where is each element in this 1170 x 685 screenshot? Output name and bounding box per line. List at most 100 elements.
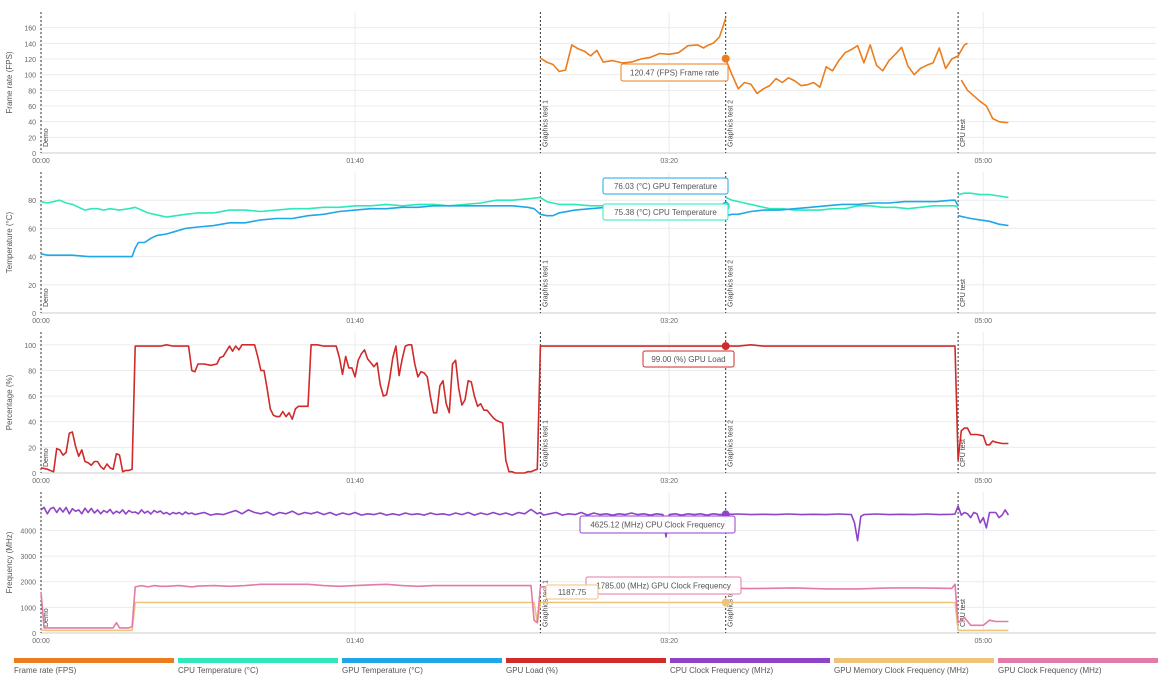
legend-label: GPU Memory Clock Frequency (MHz): [834, 666, 969, 675]
y-tick-label: 4000: [20, 528, 36, 535]
tooltip-text: 99.00 (%) GPU Load: [651, 355, 725, 364]
tooltip-text: 120.47 (FPS) Frame rate: [630, 69, 719, 78]
tooltip-text: 1785.00 (MHz) GPU Clock Frequency: [596, 582, 731, 591]
y-tick-label: 20: [28, 283, 36, 290]
legend-item[interactable]: CPU Clock Frequency (MHz): [670, 654, 830, 684]
legend-swatch: [342, 658, 502, 663]
x-tick-label: 00:00: [32, 318, 50, 325]
x-tick-label: 05:00: [974, 638, 992, 645]
legend-item[interactable]: CPU Temperature (°C): [178, 654, 338, 684]
tooltip-point: [721, 598, 730, 607]
x-tick-label: 01:40: [346, 158, 364, 165]
test-marker-label: Graphics test 1: [542, 420, 549, 467]
test-marker-label: Graphics test 1: [542, 580, 549, 627]
y-tick-label: 60: [28, 104, 36, 111]
test-marker-label: CPU test: [960, 439, 967, 467]
y-axis-label: Temperature (°C): [5, 211, 14, 273]
test-marker-label: Graphics test 1: [542, 260, 549, 307]
x-tick-label: 03:20: [660, 478, 678, 485]
x-tick-label: 00:00: [32, 638, 50, 645]
tooltip-point: [721, 342, 730, 351]
tooltip-text: 4625.12 (MHz) CPU Clock Frequency: [590, 521, 724, 530]
y-tick-label: 80: [28, 198, 36, 205]
y-tick-label: 2000: [20, 580, 36, 587]
y-tick-label: 120: [24, 57, 36, 64]
x-tick-label: 05:00: [974, 318, 992, 325]
legend-swatch: [998, 658, 1158, 663]
legend-item[interactable]: Frame rate (FPS): [14, 654, 174, 684]
chart-panel-2: 0 20 40 60 80 00:00 01:40 03:20 05:00 Temperature…: [5, 172, 1156, 325]
test-marker-label: Demo: [43, 128, 50, 147]
y-tick-label: 40: [28, 255, 36, 262]
y-tick-label: 0: [32, 471, 36, 478]
x-tick-label: 00:00: [32, 158, 50, 165]
legend-label: Frame rate (FPS): [14, 666, 77, 675]
test-marker-label: Graphics test 1: [542, 100, 549, 147]
test-marker-label: Demo: [43, 448, 50, 467]
legend-item[interactable]: GPU Clock Frequency (MHz): [998, 654, 1158, 684]
tooltip-box: [579, 515, 736, 534]
y-tick-label: 140: [24, 41, 36, 48]
legend-swatch: [14, 658, 174, 663]
y-tick-label: 80: [28, 368, 36, 375]
chart-legend: Frame rate (FPS) CPU Temperature (°C) GPU …: [0, 654, 1170, 685]
legend-label: GPU Temperature (°C): [342, 666, 423, 675]
y-axis-label: Frequency (MHz): [5, 531, 14, 593]
test-marker-label: Graphics test 2: [728, 100, 735, 147]
y-tick-label: 40: [28, 420, 36, 427]
series-line: [40, 192, 1009, 218]
x-tick-label: 05:00: [974, 478, 992, 485]
x-tick-label: 01:40: [346, 318, 364, 325]
test-marker-label: CPU test: [960, 279, 967, 307]
y-tick-label: 3000: [20, 554, 36, 561]
tooltip-text: 75.38 (°C) CPU Temperature: [614, 208, 717, 217]
legend-item[interactable]: GPU Load (%): [506, 654, 666, 684]
test-marker-label: Demo: [43, 608, 50, 627]
legend-item[interactable]: GPU Temperature (°C): [342, 654, 502, 684]
x-tick-label: 01:40: [346, 638, 364, 645]
legend-swatch: [834, 658, 994, 663]
series-line: [40, 505, 1010, 542]
y-tick-label: 20: [28, 445, 36, 452]
y-axis-label: Frame rate (FPS): [5, 51, 14, 114]
x-tick-label: 03:20: [660, 638, 678, 645]
test-marker-label: Graphics test 2: [728, 260, 735, 307]
legend-label: GPU Clock Frequency (MHz): [998, 666, 1102, 675]
x-tick-label: 03:20: [660, 318, 678, 325]
tooltip-text: 1187.75: [558, 588, 587, 597]
legend-swatch: [506, 658, 666, 663]
legend-item[interactable]: GPU Memory Clock Frequency (MHz): [834, 654, 994, 684]
test-marker-label: Graphics test 2: [728, 420, 735, 467]
test-marker-label: CPU test: [960, 119, 967, 147]
series-line: [40, 199, 1009, 258]
series-line: [539, 18, 1009, 124]
x-tick-label: 01:40: [346, 478, 364, 485]
y-tick-label: 60: [28, 394, 36, 401]
tooltip-box: [642, 350, 735, 368]
y-tick-label: 0: [32, 151, 36, 158]
test-marker-label: Demo: [43, 288, 50, 307]
legend-swatch: [178, 658, 338, 663]
test-marker-label: Graphics test 2: [728, 580, 735, 627]
legend-label: GPU Load (%): [506, 666, 559, 675]
series-line: [40, 583, 1009, 629]
x-tick-label: 00:00: [32, 478, 50, 485]
tooltip-point: [721, 54, 730, 63]
y-tick-label: 20: [28, 135, 36, 142]
y-tick-label: 100: [24, 73, 36, 80]
chart-panel-3: 0 20 40 60 80 100 00:00 01:40 03:20 05:00 Percenta…: [5, 332, 1156, 485]
y-tick-label: 60: [28, 226, 36, 233]
chart-panel-4: 0 1000 2000 3000 4000 00:00 01:40 03:20 05:00 Fre…: [5, 492, 1156, 645]
series-line: [40, 344, 1009, 474]
tooltip-box: [602, 177, 729, 195]
y-tick-label: 100: [24, 343, 36, 350]
tooltip-box: [620, 63, 729, 82]
series-line: [40, 601, 1009, 632]
y-tick-label: 160: [24, 26, 36, 33]
y-tick-label: 0: [32, 631, 36, 638]
legend-swatch: [670, 658, 830, 663]
x-tick-label: 05:00: [974, 158, 992, 165]
y-tick-label: 80: [28, 88, 36, 95]
y-axis-label: Percentage (%): [5, 374, 14, 430]
